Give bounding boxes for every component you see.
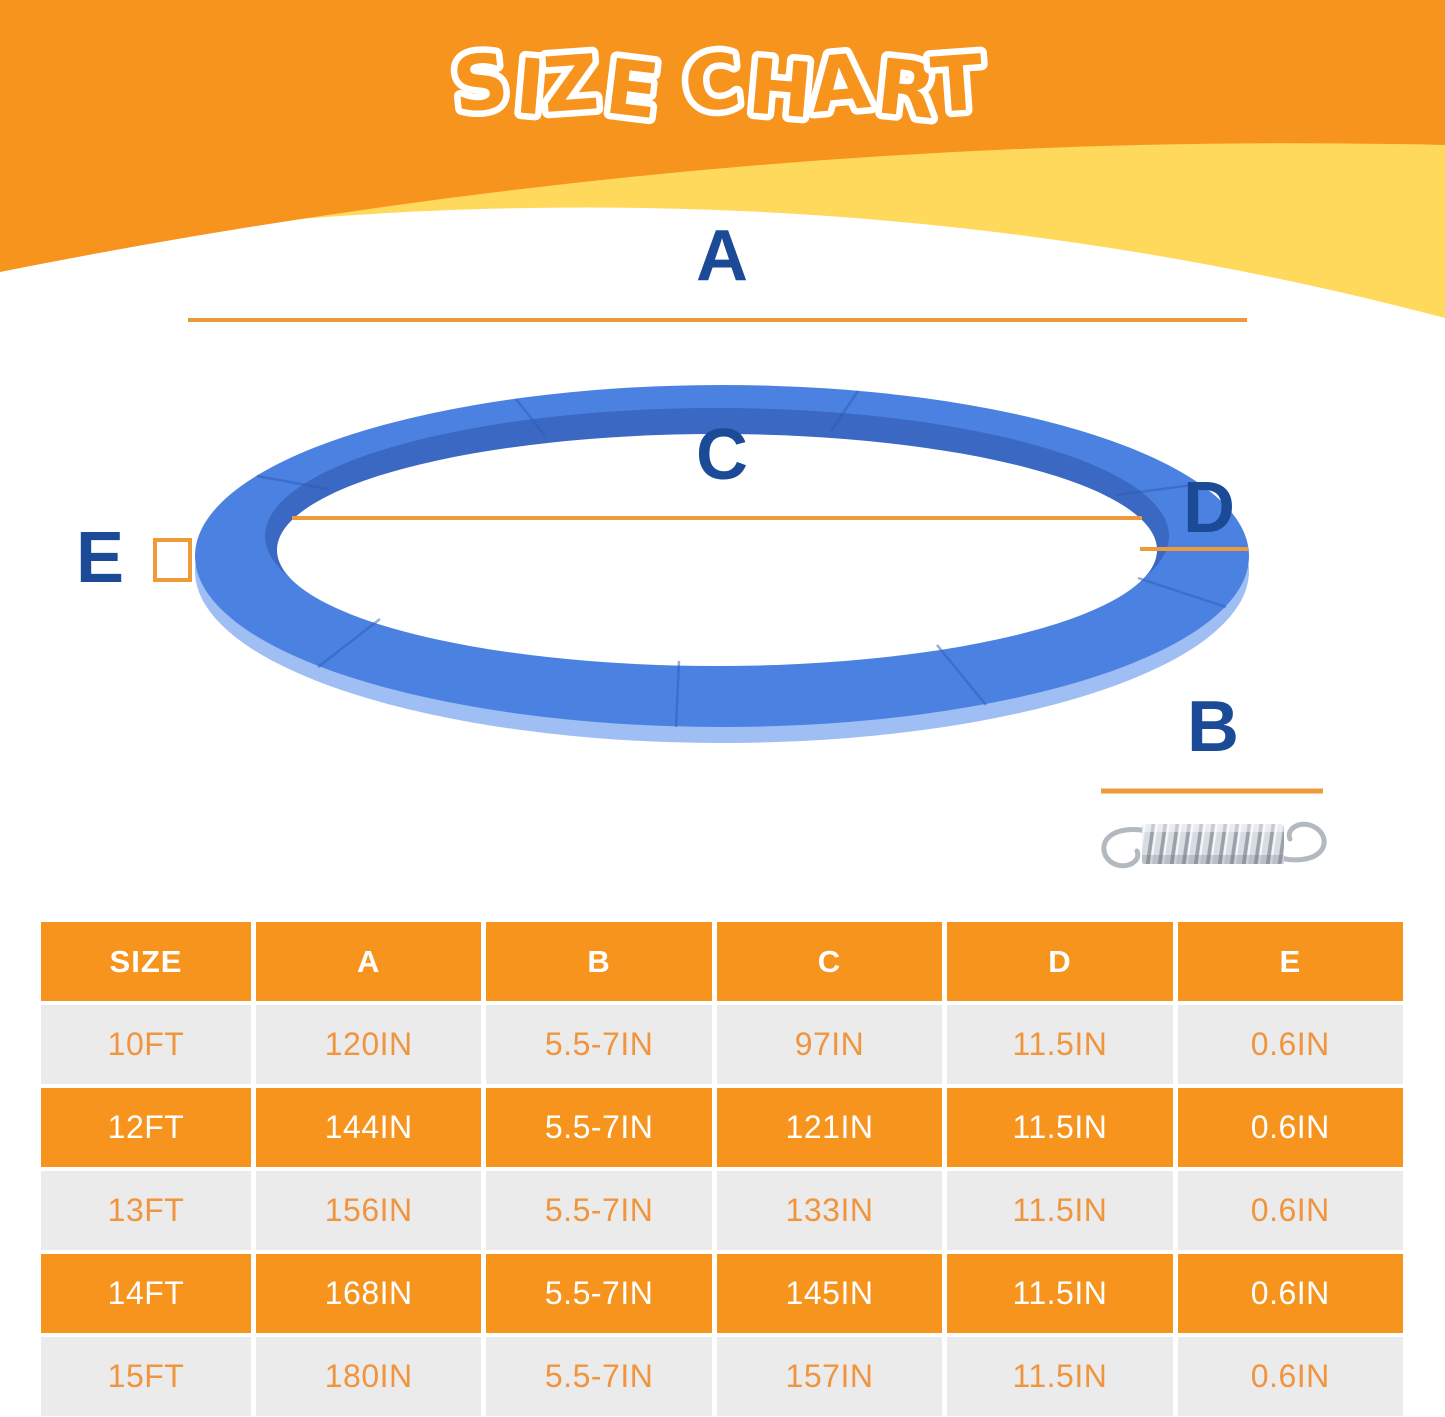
- size-table: SIZE A B C D E 10FT 120IN 5.5-7IN 97IN 1…: [41, 922, 1403, 1416]
- pad-segment-seams: [256, 390, 1227, 728]
- table-cell: 0.6IN: [1177, 1088, 1403, 1167]
- table-cell: 14FT: [41, 1254, 251, 1333]
- banner-orange-shape: [0, 0, 1445, 272]
- table-cell: 0.6IN: [1177, 1171, 1403, 1250]
- table-cell: 15FT: [41, 1337, 251, 1416]
- table-cell: 11.5IN: [947, 1005, 1173, 1084]
- header-cell-b: B: [486, 922, 712, 1001]
- dimension-label-e: E: [75, 518, 125, 598]
- table-cell: 5.5-7IN: [486, 1088, 712, 1167]
- table-cell: 11.5IN: [947, 1171, 1173, 1250]
- table-cell: 120IN: [256, 1005, 482, 1084]
- header-cell-a: A: [256, 922, 482, 1001]
- table-cell: 11.5IN: [947, 1088, 1173, 1167]
- table-cell: 0.6IN: [1177, 1005, 1403, 1084]
- table-cell: 121IN: [716, 1088, 943, 1167]
- table-cell: 144IN: [256, 1088, 482, 1167]
- header-banner: SIZE CHART: [0, 0, 1445, 318]
- table-cell: 5.5-7IN: [486, 1005, 712, 1084]
- header-cell-size: SIZE: [41, 922, 251, 1001]
- table-cell: 11.5IN: [947, 1337, 1173, 1416]
- spring-coil-body: [1142, 824, 1284, 864]
- table-cell: 11.5IN: [947, 1254, 1173, 1333]
- dimension-label-c: C: [696, 415, 748, 495]
- trampoline-pad-ring: [195, 385, 1249, 743]
- spring-left-hook: [1101, 827, 1161, 869]
- dimension-label-d: D: [1183, 468, 1235, 548]
- table-cell: 145IN: [716, 1254, 943, 1333]
- table-cell: 180IN: [256, 1337, 482, 1416]
- spring-coil-shade: [1142, 855, 1284, 864]
- header-cell-e: E: [1177, 922, 1403, 1001]
- table-cell: 156IN: [256, 1171, 482, 1250]
- pad-inner-hole: [277, 434, 1157, 666]
- trampoline-pad-diagram: [153, 318, 1327, 869]
- table-cell: 5.5-7IN: [486, 1254, 712, 1333]
- table-cell: 97IN: [716, 1005, 943, 1084]
- header-cell-c: C: [716, 922, 943, 1001]
- spring-coil-highlight: [1142, 824, 1284, 832]
- page-title: SIZE CHART: [449, 35, 989, 136]
- table-cell: 133IN: [716, 1171, 943, 1250]
- dimension-label-a: A: [696, 216, 748, 296]
- table-cell: 157IN: [716, 1337, 943, 1416]
- table-cell: 168IN: [256, 1254, 482, 1333]
- table-cell: 5.5-7IN: [486, 1337, 712, 1416]
- table-cell: 5.5-7IN: [486, 1171, 712, 1250]
- table-cell: 0.6IN: [1177, 1254, 1403, 1333]
- table-cell: 10FT: [41, 1005, 251, 1084]
- dimension-label-b: B: [1187, 687, 1239, 767]
- trampoline-spring-icon: [1101, 821, 1327, 869]
- table-cell: 0.6IN: [1177, 1337, 1403, 1416]
- dimension-box-e: [153, 538, 192, 582]
- table-cell: 12FT: [41, 1088, 251, 1167]
- table-cell: 13FT: [41, 1171, 251, 1250]
- spring-right-hook: [1265, 821, 1327, 863]
- header-cell-d: D: [947, 922, 1173, 1001]
